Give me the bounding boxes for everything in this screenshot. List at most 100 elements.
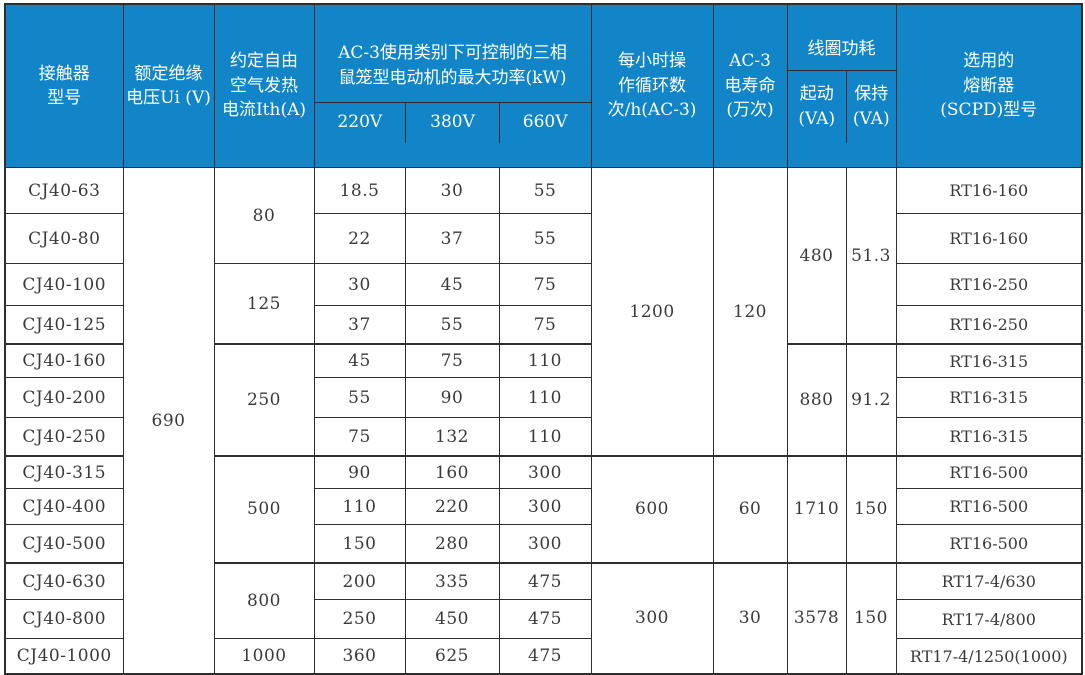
header-max-power-title: AC-3使用类别下可控制的三相 鼠笼型电动机的最大功率(kW) bbox=[315, 30, 591, 103]
cell-fuse: RT16-315 bbox=[895, 342, 1083, 379]
cell-p660: 75 bbox=[498, 305, 592, 345]
coil-power-subheaders: 起动 (VA) 保持 (VA) bbox=[788, 70, 895, 143]
cell-model: CJ40-100 bbox=[4, 263, 124, 307]
header-contactor-model: 接触器 型号 bbox=[4, 3, 124, 169]
cell-model: CJ40-63 bbox=[4, 167, 124, 215]
header-electrical-life: AC-3 电寿命 (万次) bbox=[712, 3, 788, 169]
cell-ith: 125 bbox=[213, 263, 315, 345]
cell-fuse: RT16-250 bbox=[895, 263, 1083, 307]
cell-life: 120 bbox=[712, 167, 788, 457]
spec-table: 接触器 型号 额定绝缘 电压Ui (V) 约定自由 空气发热 电流Ith(A) … bbox=[4, 3, 1084, 675]
table-row: CJ40-100 125 30 45 75 RT16-250 bbox=[4, 263, 1083, 345]
cell-p220: 110 bbox=[313, 488, 406, 526]
table-row: CJ40-80 22 37 55 RT16-160 bbox=[4, 213, 1083, 265]
cell-coil-hold: 150 bbox=[845, 561, 897, 675]
header-coil-start: 起动 (VA) bbox=[798, 84, 836, 129]
cell-fuse: RT16-160 bbox=[895, 167, 1083, 215]
cell-p220: 200 bbox=[313, 561, 406, 601]
cell-p380: 280 bbox=[404, 524, 500, 564]
header-coil-power-title: 线圈功耗 bbox=[788, 30, 896, 71]
cell-fuse: RT16-315 bbox=[895, 417, 1083, 457]
cell-p660: 55 bbox=[498, 213, 592, 265]
cell-p660: 300 bbox=[498, 488, 592, 526]
cell-coil-start: 480 bbox=[786, 167, 847, 345]
cell-fuse: RT16-500 bbox=[895, 524, 1083, 564]
cell-p220: 90 bbox=[313, 454, 406, 490]
cell-model: CJ40-160 bbox=[4, 342, 124, 379]
cell-fuse: RT16-250 bbox=[895, 305, 1083, 345]
cell-model: CJ40-500 bbox=[4, 524, 124, 564]
header-max-power-group: AC-3使用类别下可控制的三相 鼠笼型电动机的最大功率(kW) 220V 380… bbox=[313, 3, 592, 169]
cell-p660: 55 bbox=[498, 167, 592, 215]
cell-model: CJ40-800 bbox=[4, 599, 124, 640]
cell-p380: 75 bbox=[404, 342, 500, 379]
cell-p220: 150 bbox=[313, 524, 406, 564]
table-row: CJ40-160 250 45 75 110 880 91.2 RT16-315 bbox=[4, 342, 1083, 457]
table-row: CJ40-315 500 90 160 300 600 60 1710 150 RT16-500 bbox=[4, 454, 1083, 564]
cell-p660: 300 bbox=[498, 524, 592, 564]
max-power-subheaders: 220V 380V 660V bbox=[315, 102, 590, 143]
cell-p220: 30 bbox=[313, 263, 406, 307]
cell-p380: 220 bbox=[404, 488, 500, 526]
table-row: CJ40-125 37 55 75 RT16-250 bbox=[4, 305, 1083, 345]
header-rated-insulation-voltage: 额定绝缘 电压Ui (V) bbox=[122, 3, 215, 169]
cell-p660: 110 bbox=[498, 377, 592, 419]
cell-p220: 22 bbox=[313, 213, 406, 265]
table-row: CJ40-63 690 80 18.5 30 55 1200 120 480 51.3 RT16-1… bbox=[4, 167, 1083, 675]
cell-fuse: RT17-4/800 bbox=[895, 599, 1083, 640]
cell-p660: 475 bbox=[498, 561, 592, 601]
cell-p660: 75 bbox=[498, 263, 592, 307]
cell-model: CJ40-1000 bbox=[4, 638, 124, 675]
header-220v: 220V bbox=[337, 112, 383, 133]
cell-p380: 30 bbox=[404, 167, 500, 215]
cell-p660: 110 bbox=[498, 417, 592, 457]
cell-model: CJ40-200 bbox=[4, 377, 124, 419]
cell-p380: 55 bbox=[404, 305, 500, 345]
cell-model: CJ40-630 bbox=[4, 561, 124, 601]
cell-p380: 450 bbox=[404, 599, 500, 640]
cell-model: CJ40-250 bbox=[4, 417, 124, 457]
table-row: CJ40-500 150 280 300 RT16-500 bbox=[4, 524, 1083, 564]
cell-p380: 625 bbox=[404, 638, 500, 675]
cell-p220: 360 bbox=[313, 638, 406, 675]
cell-model: CJ40-315 bbox=[4, 454, 124, 490]
cell-model: CJ40-125 bbox=[4, 305, 124, 345]
cell-model: CJ40-400 bbox=[4, 488, 124, 526]
cell-p220: 75 bbox=[313, 417, 406, 457]
cell-life: 60 bbox=[712, 454, 788, 564]
cell-p660: 475 bbox=[498, 599, 592, 640]
header-coil-hold: 保持 (VA) bbox=[845, 70, 895, 143]
table-body: CJ40-63 690 80 18.5 30 55 1200 120 480 51.3 RT16-1… bbox=[4, 167, 1083, 675]
cell-ith: 250 bbox=[213, 342, 315, 457]
cell-fuse: RT17-4/1250(1000) bbox=[895, 638, 1083, 675]
table-row: CJ40-200 55 90 110 RT16-315 bbox=[4, 377, 1083, 419]
header-thermal-current: 约定自由 空气发热 电流Ith(A) bbox=[213, 3, 315, 169]
table-header: 接触器 型号 额定绝缘 电压Ui (V) 约定自由 空气发热 电流Ith(A) … bbox=[4, 3, 1083, 169]
cell-p220: 250 bbox=[313, 599, 406, 640]
cell-ui: 690 bbox=[122, 167, 215, 675]
cell-fuse: RT16-160 bbox=[895, 213, 1083, 265]
header-380v: 380V bbox=[405, 102, 499, 143]
cell-coil-start: 880 bbox=[786, 342, 847, 457]
cell-coil-hold: 91.2 bbox=[845, 342, 897, 457]
header-coil-power-group: 线圈功耗 起动 (VA) 保持 (VA) bbox=[786, 3, 897, 169]
cell-p380: 160 bbox=[404, 454, 500, 490]
cell-cycles: 1200 bbox=[590, 167, 714, 457]
cell-p660: 475 bbox=[498, 638, 592, 675]
cell-coil-hold: 51.3 bbox=[845, 167, 897, 345]
cell-p220: 45 bbox=[313, 342, 406, 379]
cell-life: 30 bbox=[712, 561, 788, 675]
cell-ith: 1000 bbox=[213, 638, 315, 675]
cell-p380: 90 bbox=[404, 377, 500, 419]
cell-p660: 110 bbox=[498, 342, 592, 379]
table-row: CJ40-250 75 132 110 RT16-315 bbox=[4, 417, 1083, 457]
cell-p220: 55 bbox=[313, 377, 406, 419]
cell-p660: 300 bbox=[498, 454, 592, 490]
cell-cycles: 600 bbox=[590, 454, 714, 564]
cell-ith: 800 bbox=[213, 561, 315, 640]
cell-fuse: RT16-500 bbox=[895, 454, 1083, 490]
coil-power-group: 线圈功耗 起动 (VA) 保持 (VA) bbox=[788, 30, 896, 143]
cell-fuse: RT16-315 bbox=[895, 377, 1083, 419]
cell-p220: 37 bbox=[313, 305, 406, 345]
cell-p380: 132 bbox=[404, 417, 500, 457]
